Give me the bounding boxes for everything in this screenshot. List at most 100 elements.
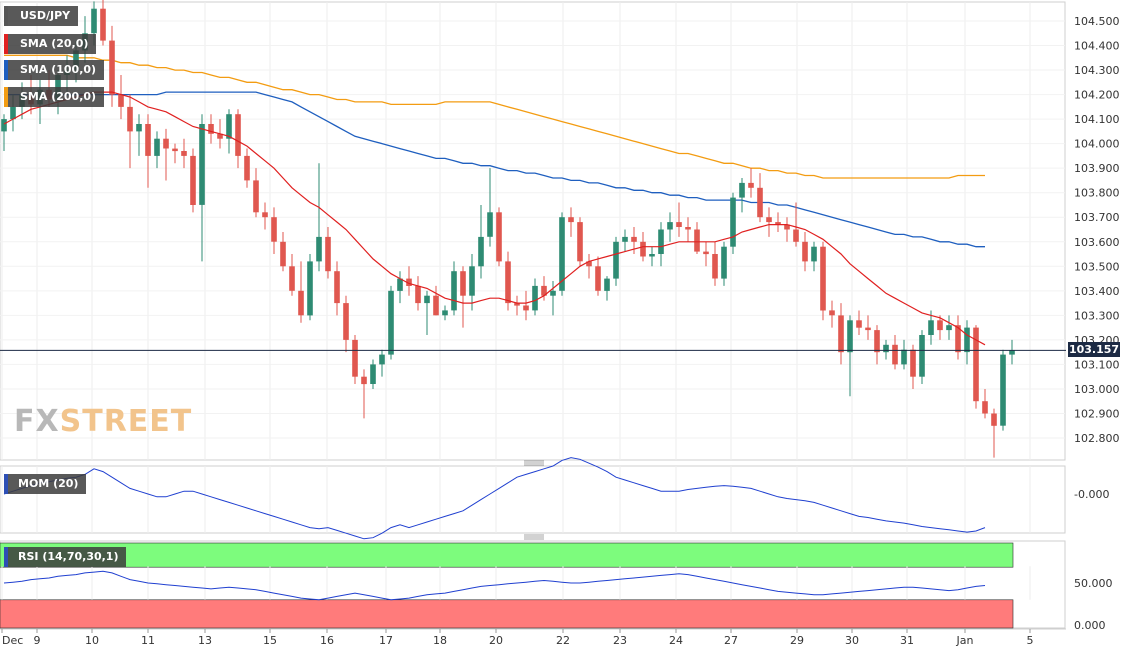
candle-body — [721, 246, 727, 279]
candle-body — [892, 344, 898, 365]
candle — [811, 241, 817, 272]
candle-body — [109, 40, 115, 95]
candle-body — [127, 106, 133, 132]
x-tick-label: 17 — [379, 634, 393, 647]
candle — [793, 202, 799, 247]
candle — [199, 114, 205, 262]
candle — [712, 241, 718, 286]
legend-sma200: SMA (200,0) — [4, 87, 105, 107]
sma20-path — [3, 91, 986, 346]
price-y-tick-label: 103.400 — [1074, 285, 1120, 298]
candle-body — [469, 266, 475, 296]
x-tick-label: 23 — [613, 634, 627, 647]
x-tick-label: Dec — [2, 634, 23, 647]
x-tick-label: 24 — [669, 634, 683, 647]
candle-body — [262, 212, 268, 218]
candle-body — [379, 354, 385, 365]
momentum-frame — [0, 465, 1066, 534]
candle-body — [613, 241, 619, 279]
candle-body — [811, 246, 817, 262]
candle — [163, 128, 169, 181]
candle-body — [433, 295, 439, 316]
pane-resize-handle[interactable] — [524, 534, 544, 540]
candle — [748, 168, 754, 198]
sma20-line — [3, 91, 986, 346]
candle — [1000, 349, 1006, 431]
candle — [694, 222, 700, 255]
candle-body — [289, 266, 295, 291]
fxstreet-logo: FXSTREET — [14, 404, 192, 439]
legend-symbol: USD/JPY — [4, 6, 79, 26]
candle-body — [775, 222, 781, 225]
candle — [883, 339, 889, 360]
candle-body — [397, 278, 403, 291]
candle-body — [640, 241, 646, 257]
candle — [478, 204, 484, 279]
candle — [100, 0, 106, 46]
x-tick-label: 30 — [845, 634, 859, 647]
candle — [244, 148, 250, 188]
price-y-tick-label: 104.400 — [1074, 40, 1120, 53]
candle — [586, 254, 592, 279]
candle-body — [442, 310, 448, 316]
candle — [550, 281, 556, 316]
candle — [388, 285, 394, 360]
price-y-tick-label: 103.600 — [1074, 236, 1120, 249]
candle-body — [145, 124, 151, 156]
candle-body — [568, 217, 574, 223]
price-y-tick-label: 104.300 — [1074, 64, 1120, 77]
candle-body — [532, 285, 538, 311]
candle-body — [667, 222, 673, 230]
rsi-pane: 50.000 0.000 — [0, 540, 1113, 632]
candle-body — [154, 138, 160, 156]
candle-body — [829, 310, 835, 316]
candle-body — [406, 278, 412, 286]
candle — [730, 192, 736, 255]
rsi-title: RSI (14,70,30,1) — [4, 547, 127, 567]
candle-body — [235, 114, 241, 156]
price-y-tick-label: 104.100 — [1074, 113, 1120, 126]
candle — [496, 207, 502, 267]
price-y-tick-label: 104.500 — [1074, 15, 1120, 28]
candle — [559, 212, 565, 296]
candle-body — [910, 349, 916, 377]
candle — [235, 109, 241, 169]
candle-body — [217, 133, 223, 139]
price-y-tick-label: 103.300 — [1074, 309, 1120, 322]
candle-body — [928, 320, 934, 335]
rsi-y-tick-label: 50.000 — [1074, 577, 1113, 590]
rsi-line — [3, 570, 986, 601]
candle — [676, 202, 682, 237]
candle — [523, 290, 529, 321]
candle-body — [361, 376, 367, 385]
candle-body — [694, 229, 700, 252]
candle-body — [388, 290, 394, 355]
candle — [514, 295, 520, 316]
sma100-path — [4, 91, 985, 248]
candle-body — [649, 254, 655, 257]
candle — [613, 236, 619, 286]
rsi-oversold-zone — [0, 599, 1014, 629]
pane-dividers[interactable] — [524, 460, 544, 540]
candle — [109, 25, 115, 107]
candle-body — [190, 155, 196, 205]
x-tick-label: 11 — [141, 634, 155, 647]
candle — [424, 290, 430, 335]
x-tick-label: 31 — [900, 634, 914, 647]
candle — [856, 310, 862, 335]
candle — [307, 254, 313, 321]
candle — [469, 254, 475, 311]
candle-body — [1000, 354, 1006, 426]
candle-body — [757, 187, 763, 218]
candle-body — [505, 261, 511, 304]
candle-body — [991, 413, 997, 426]
pane-resize-handle[interactable] — [524, 460, 544, 466]
candle — [901, 339, 907, 370]
sma100-line — [4, 91, 985, 248]
candle-body — [586, 261, 592, 267]
logo-part1: FX — [14, 404, 60, 439]
candle-body — [955, 325, 961, 353]
price-pane-frame — [0, 1, 1066, 461]
price-y-tick-label: 102.800 — [1074, 432, 1120, 445]
